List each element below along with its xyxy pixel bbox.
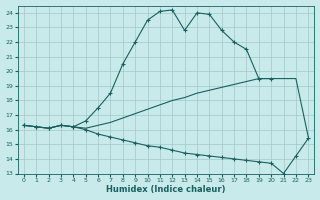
X-axis label: Humidex (Indice chaleur): Humidex (Indice chaleur): [106, 185, 226, 194]
